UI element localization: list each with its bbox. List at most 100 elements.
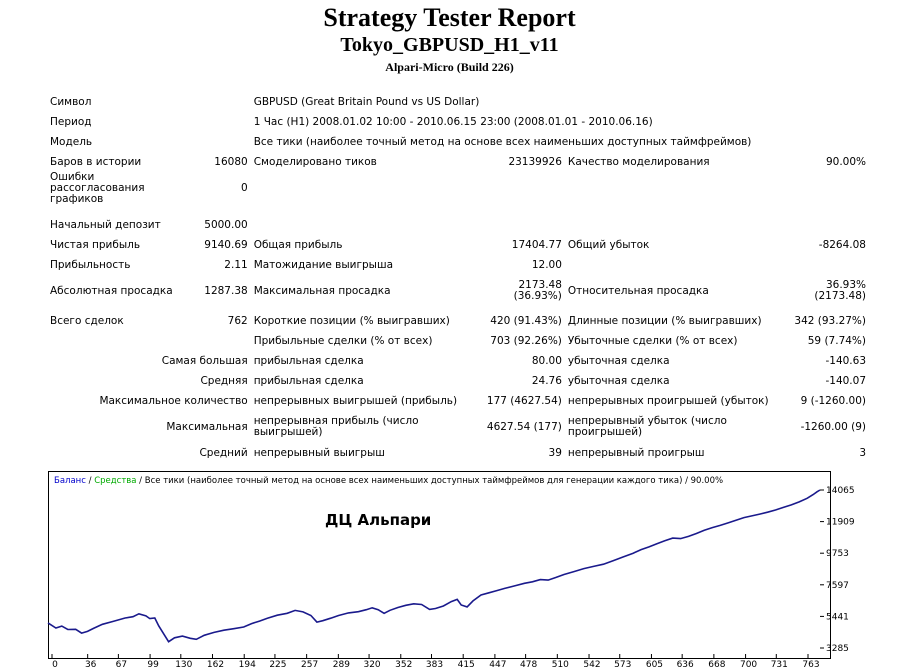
gross-loss-value: -8264.08 xyxy=(818,238,866,251)
maximal-profit-label: непрерывная прибыль (число выигрышей) xyxy=(253,415,419,438)
table-row: Максимальная непрерывная прибыль (число … xyxy=(47,411,869,443)
largest-profit-label: прибыльная сделка xyxy=(253,354,364,367)
profit-factor-value: 2.11 xyxy=(224,258,248,271)
maximal-loss-label: непрерывный убыток (число проигрышей) xyxy=(567,415,727,438)
avg-consecutive-label: Средний xyxy=(199,446,248,459)
gross-profit-label: Общая прибыль xyxy=(253,238,343,251)
table-row: Прибыльность 2.11 Матожидание выигрыша 1… xyxy=(47,255,869,275)
largest-loss-label: убыточная сделка xyxy=(567,354,670,367)
bars-label: Баров в истории xyxy=(50,155,142,168)
rel-drawdown-amount: (2173.48) xyxy=(814,290,866,302)
deposit-label: Начальный депозит xyxy=(50,218,161,231)
model-value: Все тики (наиболее точный метод на основ… xyxy=(253,135,752,148)
short-positions-label: Короткие позиции (% выигравших) xyxy=(253,314,450,327)
x-tick-label: 130 xyxy=(175,660,192,670)
average-loss-value: -140.07 xyxy=(825,374,866,387)
total-trades-value: 762 xyxy=(227,314,248,327)
table-row: Символ GBPUSD (Great Britain Pound vs US… xyxy=(47,92,869,112)
x-tick-label: 447 xyxy=(489,660,506,670)
max-drawdown-percent: (36.93%) xyxy=(513,290,562,302)
x-tick-label: 478 xyxy=(520,660,537,670)
x-tick-label: 320 xyxy=(363,660,380,670)
table-row: Начальный депозит 5000.00 xyxy=(47,215,869,235)
legend-balance: Баланс xyxy=(54,476,86,486)
max-drawdown-label: Максимальная просадка xyxy=(253,284,391,297)
deposit-value: 5000.00 xyxy=(204,218,248,231)
x-tick-label: 36 xyxy=(85,660,97,670)
average-loss-label: убыточная сделка xyxy=(567,374,670,387)
max-drawdown-amount: 2173.48 xyxy=(518,279,562,291)
avg-consecutive-losses-label: непрерывный проигрыш xyxy=(567,446,705,459)
gross-loss-label: Общий убыток xyxy=(567,238,650,251)
x-tick-label: 0 xyxy=(52,660,58,670)
report-title: Strategy Tester Report xyxy=(323,3,576,32)
table-row: Самая большая прибыльная сделка 80.00 уб… xyxy=(47,351,869,371)
max-count-losses-label: непрерывных проигрышей (убыток) xyxy=(567,394,769,407)
x-tick-label: 352 xyxy=(395,660,412,670)
max-count-label: Максимальное количество xyxy=(99,394,248,407)
quality-label: Качество моделирования xyxy=(567,155,710,168)
largest-label: Самая большая xyxy=(161,354,248,367)
y-tick-label: 5441 xyxy=(826,612,849,622)
x-tick-label: 99 xyxy=(147,660,159,670)
x-tick-label: 763 xyxy=(802,660,819,670)
short-positions-value: 420 (91.43%) xyxy=(490,314,562,327)
x-tick-label: 194 xyxy=(239,660,256,670)
x-tick-label: 383 xyxy=(426,660,443,670)
quality-value: 90.00% xyxy=(825,155,866,168)
report-subtitle: Tokyo_GBPUSD_H1_v11 xyxy=(340,34,559,56)
errors-label: Ошибки рассогласования графиков xyxy=(50,171,145,205)
x-tick-label: 289 xyxy=(333,660,350,670)
x-tick-label: 573 xyxy=(614,660,631,670)
legend-equity: Средства xyxy=(94,476,137,486)
legend-separator: / xyxy=(85,476,95,486)
x-tick-label: 542 xyxy=(583,660,600,670)
report-build: Alpari-Micro (Build 226) xyxy=(385,60,514,74)
y-tick-label: 9753 xyxy=(826,549,849,559)
symbol-label: Символ xyxy=(50,95,92,108)
table-row: Абсолютная просадка 1287.38 Максимальная… xyxy=(47,275,869,307)
period-value: 1 Час (H1) 2008.01.02 10:00 - 2010.06.15… xyxy=(253,115,653,128)
model-label: Модель xyxy=(50,135,93,148)
max-count-losses-value: 9 (-1260.00) xyxy=(800,394,866,407)
maximal-label: Максимальная xyxy=(166,420,248,433)
max-drawdown-value: 2173.48 (36.93%) xyxy=(460,275,565,307)
total-trades-label: Всего сделок xyxy=(50,314,124,327)
loss-trades-label: Убыточные сделки (% от всех) xyxy=(567,334,738,347)
rel-drawdown-percent: 36.93% xyxy=(825,279,866,291)
legend-description: / Все тики (наиболее точный метод на осн… xyxy=(136,476,724,486)
y-tick-label: 11909 xyxy=(826,518,855,528)
largest-profit-value: 80.00 xyxy=(531,354,562,367)
payoff-label: Матожидание выигрыша xyxy=(253,258,394,271)
table-row: Прибыльные сделки (% от всех) 703 (92.26… xyxy=(47,331,869,351)
x-tick-label: 636 xyxy=(677,660,694,670)
x-tick-label: 700 xyxy=(740,660,757,670)
loss-trades-value: 59 (7.74%) xyxy=(807,334,866,347)
x-tick-label: 510 xyxy=(552,660,569,670)
x-tick-label: 225 xyxy=(269,660,286,670)
watermark-text: ДЦ Альпари xyxy=(325,511,432,529)
average-profit-value: 24.76 xyxy=(531,374,562,387)
rel-drawdown-value: 36.93% (2173.48) xyxy=(772,275,869,307)
symbol-value: GBPUSD (Great Britain Pound vs US Dollar… xyxy=(253,95,480,108)
x-tick-label: 731 xyxy=(771,660,788,670)
max-count-wins-label: непрерывных выигрышей (прибыль) xyxy=(253,394,458,407)
y-tick-label: 14065 xyxy=(826,486,855,496)
gross-profit-value: 17404.77 xyxy=(511,238,562,251)
long-positions-label: Длинные позиции (% выигравших) xyxy=(567,314,762,327)
max-count-wins-value: 177 (4627.54) xyxy=(486,394,562,407)
x-tick-label: 162 xyxy=(207,660,224,670)
chart-legend: Баланс / Средства / Все тики (наиболее т… xyxy=(54,476,723,486)
x-tick-label: 605 xyxy=(646,660,663,670)
table-row: Модель Все тики (наиболее точный метод н… xyxy=(47,132,869,152)
table-row: Период 1 Час (H1) 2008.01.02 10:00 - 201… xyxy=(47,112,869,132)
x-tick-label: 668 xyxy=(708,660,725,670)
balance-chart xyxy=(48,471,831,659)
ticks-value: 23139926 xyxy=(508,155,562,168)
maximal-loss-value: -1260.00 (9) xyxy=(800,420,866,433)
errors-value: 0 xyxy=(241,182,248,194)
long-positions-value: 342 (93.27%) xyxy=(794,314,866,327)
profit-trades-value: 703 (92.26%) xyxy=(490,334,562,347)
table-row: Чистая прибыль 9140.69 Общая прибыль 174… xyxy=(47,235,869,255)
